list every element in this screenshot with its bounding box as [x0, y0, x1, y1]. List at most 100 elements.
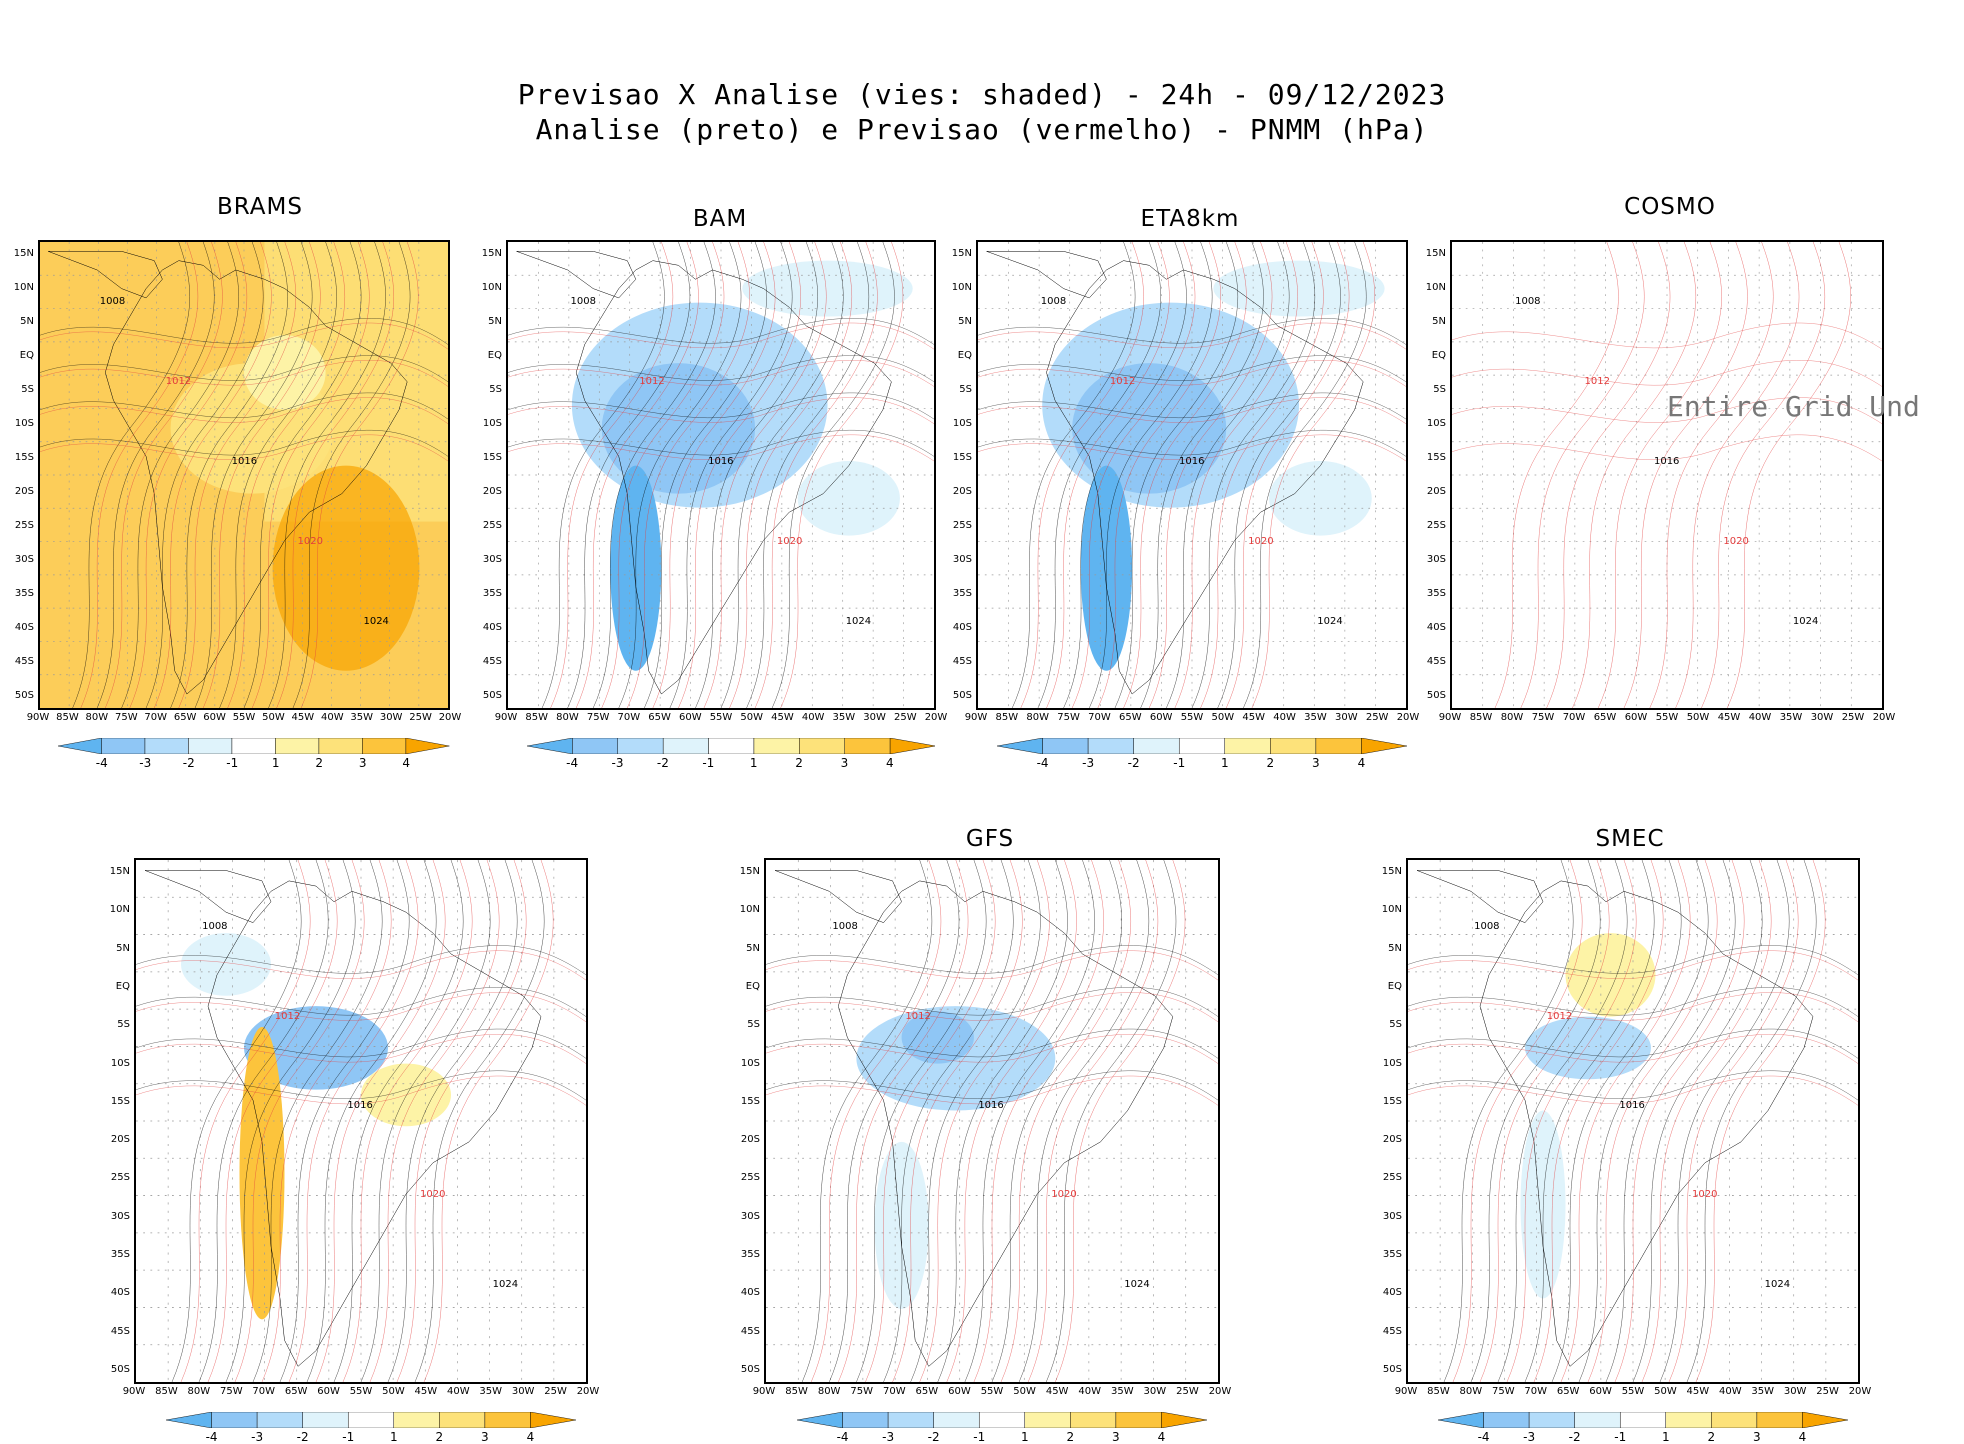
latitude-label: 15N [109, 866, 130, 877]
colorbar-label: -3 [1523, 1430, 1536, 1444]
colorbar-swatch [166, 1412, 212, 1428]
map-canvas [1452, 242, 1882, 708]
latitude-label: 20S [14, 486, 34, 497]
latitude-label: 10S [740, 1057, 760, 1069]
map-canvas [1408, 860, 1858, 1382]
contour-label: 1012 [1546, 1010, 1573, 1022]
latitude-label: 10N [1381, 904, 1402, 916]
contour-label: 1012 [905, 1010, 931, 1022]
colorbar-label: -2 [656, 756, 669, 770]
colorbar-swatch [1802, 1412, 1848, 1428]
longitude-label: 45W [1045, 1386, 1069, 1397]
longitude-label: 90W [1394, 1386, 1418, 1397]
longitude-label: 35W [479, 1386, 503, 1397]
contour-label: 1008 [1515, 296, 1541, 308]
longitude-label: 80W [1459, 1386, 1483, 1397]
contour-label: 1016 [1653, 456, 1680, 468]
colorbar-label: 4 [1157, 1430, 1166, 1444]
colorbar-swatch [256, 1412, 303, 1428]
latitude-label: 10S [1426, 418, 1446, 429]
colorbar-swatch [145, 738, 189, 754]
latitude-label: 10N [1425, 282, 1446, 293]
longitude-label: 25W [893, 712, 917, 723]
colorbar-label: -2 [1127, 756, 1140, 770]
latitude-label: 15S [482, 452, 502, 463]
longitude-label: 20W [1848, 1386, 1872, 1397]
longitude-label: 70W [1088, 712, 1111, 723]
longitude-label: 25W [1176, 1386, 1199, 1397]
longitude-label: 70W [617, 712, 641, 723]
colorbar-label: -4 [205, 1430, 218, 1444]
latitude-label: 40S [110, 1287, 130, 1299]
latitude-label: 30S [952, 554, 972, 565]
colorbar-label: 2 [1266, 756, 1275, 770]
colorbar-label: -4 [1036, 756, 1049, 770]
longitude-label: 20W [576, 1386, 600, 1397]
colorbar-swatch [232, 738, 276, 754]
colorbar-label: 4 [1798, 1430, 1807, 1444]
longitude-label: 65W [1593, 712, 1617, 723]
longitude-label: 40W [1078, 1386, 1102, 1397]
latitude-label: 10S [482, 418, 502, 429]
latitude-label: 10S [14, 418, 34, 429]
latitude-label: 30S [14, 554, 34, 565]
longitude-label: 45W [1717, 712, 1741, 723]
longitude-label: 60W [1589, 1386, 1612, 1397]
longitude-label: 65W [1118, 712, 1142, 723]
colorbar-label: 1 [1220, 756, 1229, 770]
contour-label: 1020 [1051, 1189, 1077, 1201]
latitude-label: 15S [740, 1095, 760, 1107]
undefined-grid-text: Entire Grid Und [1667, 390, 1920, 424]
colorbar-label: -3 [1082, 756, 1095, 770]
central-america-outline [1417, 870, 1543, 922]
colorbar-label: 3 [481, 1430, 489, 1444]
colorbar-label: -3 [251, 1430, 264, 1444]
colorbar-swatch [1087, 738, 1134, 754]
contour-label: 1024 [1792, 616, 1819, 627]
longitude-label: 70W [1524, 1386, 1548, 1397]
colorbar-swatch [1528, 1412, 1575, 1428]
latitude-label: EQ [745, 980, 760, 992]
panel-title: ETA8km [1140, 206, 1240, 232]
longitude-label: 90W [1438, 712, 1462, 723]
longitude-label: 65W [648, 712, 671, 723]
colorbar-label: -2 [927, 1430, 940, 1444]
longitude-label: 30W [1783, 1386, 1807, 1397]
longitude-label: 30W [1143, 1386, 1167, 1397]
latitude-label: 5N [958, 316, 972, 327]
latitude-label: 50S [1426, 690, 1446, 701]
colorbar-label: -2 [182, 756, 195, 770]
longitude-label: 25W [1841, 712, 1865, 723]
colorbar-swatch [708, 738, 754, 754]
colorbar-label: -4 [95, 756, 108, 770]
latitude-label: 45S [110, 1325, 130, 1337]
latitude-label: 20S [110, 1134, 130, 1146]
latitude-label: 15N [1381, 866, 1402, 877]
contour-label: 1016 [708, 456, 734, 468]
contour-label: 1020 [1248, 536, 1274, 548]
latitude-label: 5S [959, 384, 972, 395]
contour-label: 1016 [1179, 456, 1205, 468]
longitude-label: 35W [1779, 712, 1803, 723]
latitude-label: 35S [952, 588, 972, 599]
latitude-label: 40S [482, 622, 502, 633]
colorbar-swatch [1070, 1412, 1117, 1428]
latitude-label: 20S [1426, 486, 1446, 497]
longitude-label: 45W [1242, 712, 1266, 723]
central-america-outline [145, 870, 271, 922]
colorbar-label: 3 [1312, 756, 1320, 770]
longitude-label: 75W [114, 712, 138, 723]
contour-label: 1012 [1584, 376, 1610, 388]
longitude-label: 35W [832, 712, 856, 723]
longitude-label: 65W [173, 712, 197, 723]
latitude-label: 5S [1433, 384, 1446, 395]
latitude-label: 45S [14, 656, 34, 667]
colorbar-swatch [347, 1412, 395, 1428]
south-america-outline [838, 881, 1172, 1366]
longitude-label: 85W [525, 712, 549, 723]
map-panel [38, 240, 450, 710]
colorbar-label: -3 [882, 1430, 895, 1444]
colorbar-swatch [530, 1412, 576, 1428]
longitude-label: 35W [1751, 1386, 1775, 1397]
south-america-outline [1046, 261, 1363, 694]
